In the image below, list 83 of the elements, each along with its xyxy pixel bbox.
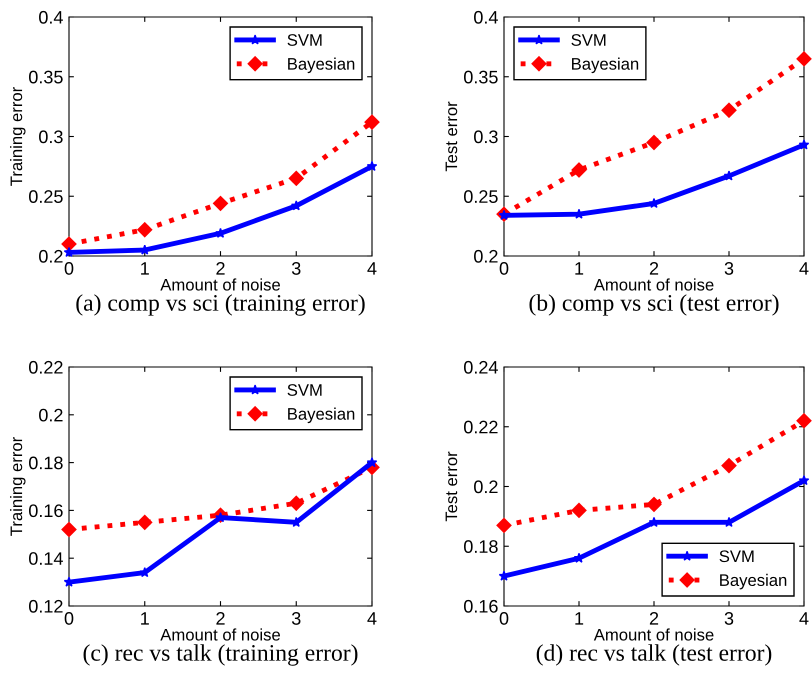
x-tick-label: 0	[500, 262, 508, 275]
y-tick-label: 0.2	[474, 250, 498, 263]
y-tick-label: 0.35	[29, 70, 63, 84]
y-tick-label: 0.4	[39, 10, 63, 24]
point	[796, 413, 812, 428]
point	[646, 134, 662, 150]
point	[137, 222, 152, 238]
y-axis-title: Test error	[446, 102, 458, 172]
x-tick-label: 0	[500, 612, 508, 625]
point	[288, 170, 304, 186]
y-tick-label: 0.22	[464, 420, 498, 434]
y-tick-label: 0.2	[474, 480, 498, 494]
x-tick-label: 0	[64, 262, 74, 275]
x-tick-label: 1	[575, 612, 584, 625]
x-tick-label: 2	[650, 612, 658, 625]
point	[61, 522, 77, 538]
y-tick-label: 0.3	[474, 130, 498, 144]
point	[721, 102, 737, 118]
x-tick-label: 4	[799, 612, 808, 625]
legend-label: SVM	[571, 34, 606, 46]
y-tick-label: 0.12	[29, 600, 63, 613]
y-tick-label: 0.18	[464, 540, 498, 553]
x-tick-label: 1	[575, 262, 584, 275]
y-axis-title: Training error	[10, 87, 26, 186]
y-axis-title: Test error	[446, 452, 458, 522]
y-tick-label: 0.2	[39, 408, 63, 422]
text: (a) comp vs sci (training error)	[76, 294, 365, 316]
point	[798, 474, 810, 486]
text: (d) rec vs talk (test error)	[536, 644, 772, 666]
legend-label: Bayesian	[572, 58, 638, 74]
y-tick-label: 0.2	[39, 250, 63, 263]
x-axis-title: Amount of noise	[160, 628, 280, 641]
point	[798, 139, 810, 150]
point	[796, 51, 812, 66]
x-tick-label: 4	[799, 262, 808, 275]
x-tick-label: 2	[650, 262, 658, 275]
x-tick-label: 1	[141, 262, 149, 275]
point	[139, 566, 150, 578]
text: (b) comp vs sci (test error)	[529, 294, 779, 316]
y-tick-label: 0.35	[464, 70, 498, 84]
point	[571, 162, 587, 178]
y-tick-label: 0.4	[474, 10, 498, 24]
legend-label: SVM	[720, 550, 754, 562]
legend-label: Bayesian	[720, 574, 786, 590]
x-tick-label: 0	[64, 612, 74, 625]
y-tick-label: 0.3	[39, 130, 63, 144]
point	[137, 514, 152, 530]
point	[366, 457, 378, 468]
x-tick-label: 3	[724, 262, 734, 275]
x-tick-label: 1	[141, 612, 149, 625]
x-axis-title: Amount of noise	[160, 278, 280, 291]
y-tick-label: 0.16	[29, 504, 63, 518]
point	[212, 196, 228, 211]
y-tick-label: 0.18	[29, 456, 63, 470]
legend-label: SVM	[288, 384, 322, 396]
x-tick-label: 3	[292, 612, 300, 625]
point	[364, 114, 380, 130]
x-axis-title: Amount of noise	[594, 628, 714, 641]
text: (c) rec vs talk (training error)	[84, 644, 358, 666]
y-tick-label: 0.14	[29, 552, 63, 565]
y-tick-label: 0.25	[464, 190, 498, 203]
y-tick-label: 0.16	[464, 600, 498, 613]
x-tick-label: 4	[367, 262, 376, 275]
point	[496, 518, 512, 533]
y-tick-label: 0.22	[29, 360, 63, 374]
x-tick-label: 2	[216, 612, 225, 625]
legend-label: Bayesian	[288, 408, 354, 424]
point	[571, 502, 587, 518]
point	[61, 236, 77, 252]
point	[366, 160, 378, 172]
x-tick-label: 3	[292, 262, 300, 275]
point	[721, 458, 737, 474]
legend-label: Bayesian	[288, 58, 354, 74]
x-axis-title: Amount of noise	[594, 278, 714, 291]
x-tick-label: 4	[367, 612, 376, 625]
y-tick-label: 0.25	[29, 190, 63, 203]
y-tick-label: 0.24	[464, 360, 498, 374]
legend-label: SVM	[288, 34, 322, 46]
x-tick-label: 2	[216, 262, 225, 275]
point	[288, 496, 304, 511]
point	[646, 496, 662, 512]
y-axis-title: Training error	[10, 437, 26, 536]
x-tick-label: 3	[724, 612, 734, 625]
